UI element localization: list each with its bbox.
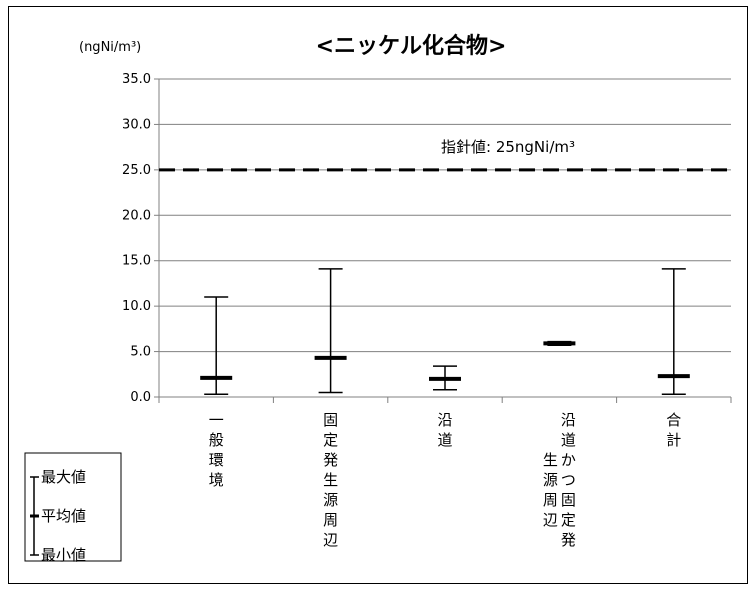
legend-item-label: 最小値 [41, 546, 86, 564]
guideline-label: 指針値: 25ngNi/m³ [441, 138, 575, 156]
y-tick-label: 35.0 [122, 72, 151, 87]
guideline-group: 指針値: 25ngNi/m³ [159, 138, 731, 172]
category-label-char: 発 [323, 451, 338, 469]
category-label-char: 道 [437, 431, 452, 449]
y-tick-label: 0.0 [130, 390, 151, 405]
legend-item-label: 最大値 [41, 468, 86, 486]
category-label-char: 定 [323, 431, 338, 449]
category-label-char: 固 [323, 411, 338, 429]
legend-item-label: 平均値 [41, 507, 86, 525]
chart-frame: <ニッケル化合物> (ngNi/m³) 35.0 30.0 25.0 20.0 15.0… [8, 6, 748, 584]
category-label-char: 源 [323, 491, 338, 509]
category-label-char: 辺 [543, 511, 558, 529]
category-label-char: 源 [543, 471, 558, 489]
category-label-char: 般 [209, 431, 224, 449]
category-label-char: 環 [209, 451, 224, 469]
category-label-char: か [561, 451, 576, 469]
category-label-char: 周 [323, 511, 338, 529]
y-tick-label: 10.0 [122, 299, 151, 314]
category-label-char: 合 [666, 411, 681, 429]
gridlines [158, 78, 732, 403]
category-label-char: 発 [561, 531, 576, 549]
range-marker [657, 268, 690, 396]
category-label-char: 一 [209, 411, 224, 429]
unit-label: (ngNi/m³) [79, 40, 141, 55]
range-marker [200, 296, 233, 396]
category-label-char: 道 [561, 431, 576, 449]
range-marker [543, 340, 576, 346]
range-marker [314, 268, 347, 394]
category-label-char: 沿 [561, 411, 576, 429]
category-label-char: 辺 [323, 531, 338, 549]
category-label-char: つ [561, 471, 576, 489]
y-tick-label: 15.0 [122, 254, 151, 269]
nickel-compound-range-chart: <ニッケル化合物> (ngNi/m³) 35.0 30.0 25.0 20.0 15.0… [24, 33, 732, 564]
category-label-char: 沿 [437, 411, 452, 429]
y-tick-label: 30.0 [122, 117, 151, 132]
chart-title: <ニッケル化合物> [316, 33, 507, 59]
y-tick-label: 25.0 [122, 163, 151, 178]
range-markers [200, 268, 690, 396]
range-marker [429, 365, 461, 391]
legend-box [24, 452, 122, 562]
category-label-char: 計 [666, 431, 681, 449]
category-label-char: 定 [561, 511, 576, 529]
y-axis-ticks: 35.0 30.0 25.0 20.0 15.0 10.0 5.0 0.0 [122, 72, 159, 405]
category-label-char: 境 [209, 471, 224, 489]
y-tick-label: 20.0 [122, 208, 151, 223]
category-label-char: 周 [543, 491, 558, 509]
category-label-char: 生 [543, 451, 558, 469]
category-label-char: 生 [323, 471, 338, 489]
category-label-char: 固 [561, 491, 576, 509]
y-tick-label: 5.0 [130, 345, 151, 360]
